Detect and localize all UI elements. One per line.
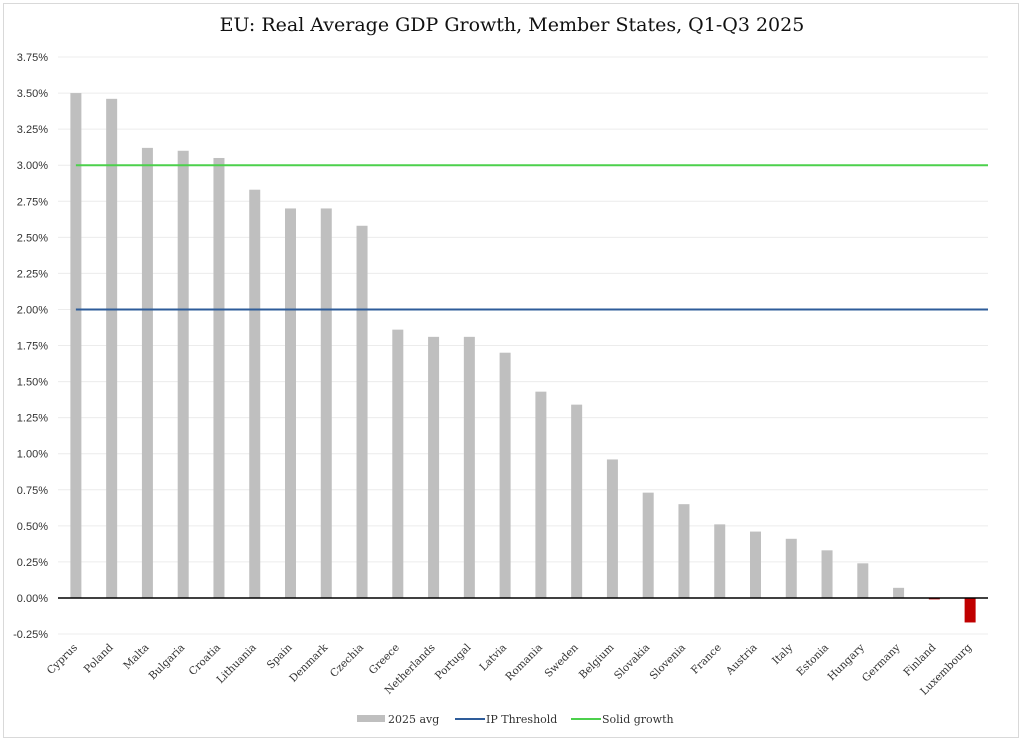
x-tick-label: Austria bbox=[723, 642, 759, 678]
bar-latvia bbox=[499, 352, 511, 598]
x-tick-label: Czechia bbox=[328, 642, 366, 680]
x-tick-label: Germany bbox=[860, 642, 903, 685]
bar-lithuania bbox=[249, 189, 261, 598]
x-tick-label: Poland bbox=[82, 641, 116, 675]
bar-bulgaria bbox=[177, 150, 189, 598]
x-tick-label: Romania bbox=[503, 642, 545, 684]
legend-label-ip-threshold: IP Threshold bbox=[486, 713, 557, 726]
x-tick-label: Portugal bbox=[433, 641, 474, 682]
x-tick-label: Italy bbox=[770, 642, 795, 667]
y-tick-label: 1.50% bbox=[17, 377, 48, 389]
x-tick-label: France bbox=[689, 642, 724, 677]
y-tick-label: 3.50% bbox=[17, 88, 48, 100]
x-tick-label: Estonia bbox=[794, 642, 831, 679]
bar-austria bbox=[750, 531, 761, 598]
bar-hungary bbox=[857, 563, 869, 598]
legend: 2025 avg IP Threshold Solid growth bbox=[357, 713, 674, 726]
chart-frame bbox=[3, 3, 1019, 738]
x-tick-label: Slovakia bbox=[612, 642, 652, 682]
y-tick-label: 2.00% bbox=[17, 304, 48, 316]
x-tick-label: Slovenia bbox=[647, 642, 688, 683]
legend-label-solid-growth: Solid growth bbox=[602, 713, 674, 726]
bar-belgium bbox=[606, 459, 618, 598]
chart-title: EU: Real Average GDP Growth, Member Stat… bbox=[219, 14, 805, 36]
bar-netherlands bbox=[428, 336, 440, 598]
y-tick-label: 0.75% bbox=[17, 485, 48, 497]
legend-swatch-2025-avg bbox=[357, 715, 385, 722]
y-tick-label: 0.50% bbox=[17, 521, 48, 533]
y-tick-label: 1.00% bbox=[17, 449, 48, 461]
legend-label-2025-avg: 2025 avg bbox=[388, 713, 439, 726]
bar-romania bbox=[535, 391, 547, 598]
bar-estonia bbox=[821, 550, 833, 598]
y-tick-label: 1.25% bbox=[17, 413, 48, 425]
bar-czechia bbox=[356, 225, 368, 598]
x-tick-label: Denmark bbox=[287, 641, 331, 685]
bar-croatia bbox=[213, 157, 225, 598]
bar-sweden bbox=[571, 404, 583, 598]
gridlines bbox=[58, 56, 988, 635]
x-tick-label: Malta bbox=[121, 642, 151, 672]
bar-denmark bbox=[320, 208, 332, 598]
bar-slovakia bbox=[642, 492, 654, 598]
bar-france bbox=[714, 524, 726, 598]
bar-luxembourg bbox=[964, 597, 976, 623]
x-tick-label: Spain bbox=[265, 641, 295, 671]
bar-poland bbox=[106, 98, 118, 598]
y-tick-label: 2.25% bbox=[17, 268, 48, 280]
y-tick-label: 3.00% bbox=[17, 160, 48, 172]
bar-cyprus bbox=[70, 93, 82, 598]
y-tick-label: 3.25% bbox=[17, 124, 48, 136]
y-tick-label: 0.25% bbox=[17, 557, 48, 569]
y-tick-label: 3.75% bbox=[17, 52, 48, 64]
bar-portugal bbox=[463, 336, 475, 598]
x-tick-label: Sweden bbox=[543, 641, 581, 679]
x-tick-label: Belgium bbox=[577, 642, 617, 682]
bar-slovenia bbox=[678, 504, 690, 598]
x-tick-label: Bulgaria bbox=[147, 642, 188, 683]
bar-germany bbox=[893, 587, 905, 598]
x-tick-label: Greece bbox=[367, 642, 402, 677]
x-tick-label: Croatia bbox=[187, 642, 223, 678]
bar-italy bbox=[785, 538, 797, 598]
bar-spain bbox=[285, 208, 296, 598]
bars bbox=[70, 93, 976, 623]
x-tick-label: Cyprus bbox=[45, 642, 80, 677]
y-tick-label: 2.75% bbox=[17, 196, 48, 208]
bar-malta bbox=[141, 147, 153, 598]
y-tick-label: 1.75% bbox=[17, 341, 48, 353]
x-tick-label: Latvia bbox=[477, 642, 509, 674]
y-tick-label: 2.50% bbox=[17, 232, 48, 244]
y-tick-label: -0.25% bbox=[13, 629, 48, 641]
reference-lines bbox=[75, 164, 988, 311]
y-axis-ticks: -0.25% 0.00% 0.25% 0.50% 0.75% 1.00% 1.25% 1.50… bbox=[13, 52, 48, 641]
y-tick-label: 0.00% bbox=[17, 593, 48, 605]
bar-greece bbox=[392, 329, 404, 598]
